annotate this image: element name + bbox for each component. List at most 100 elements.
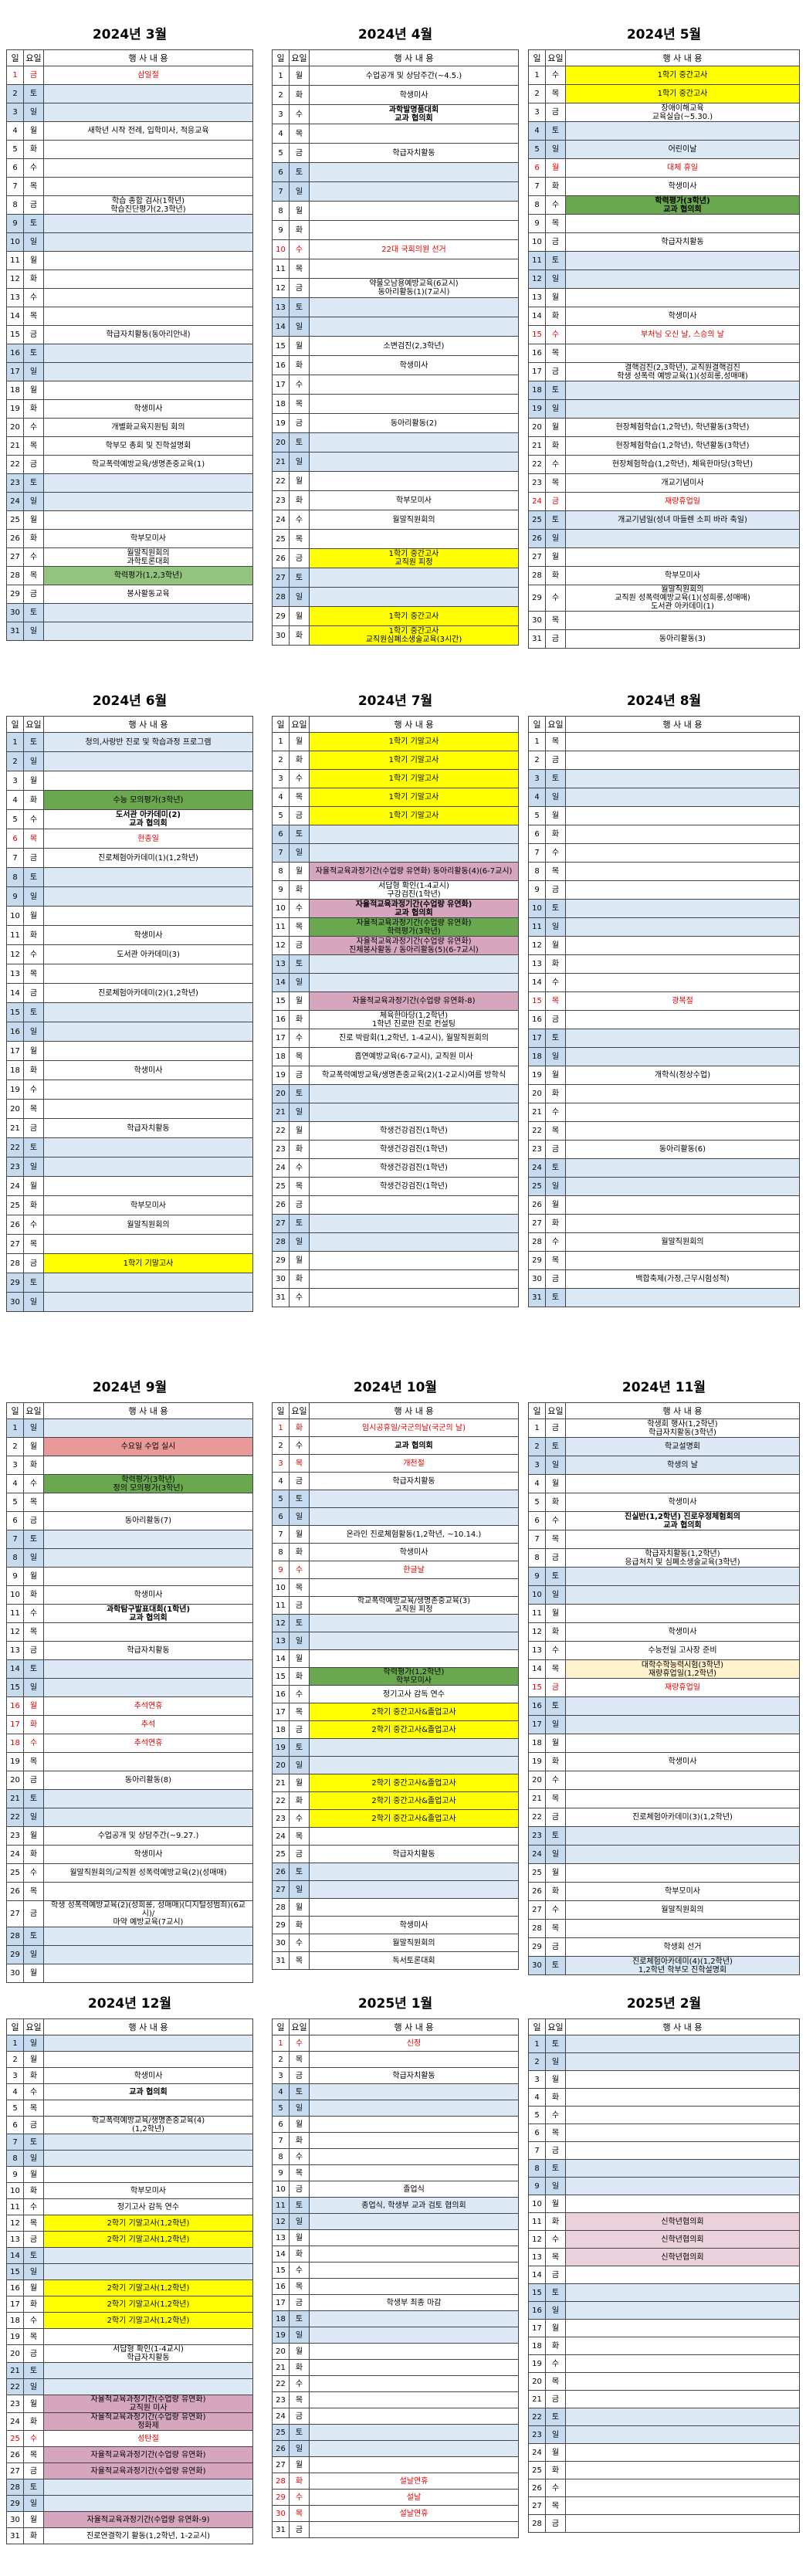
calendar-row: 27 토 <box>272 568 519 588</box>
day-number: 14 <box>6 1659 24 1679</box>
weekday: 토 <box>23 1002 44 1022</box>
weekday: 금 <box>23 848 44 868</box>
weekday: 금 <box>23 1900 44 1927</box>
weekday: 수 <box>23 2083 44 2100</box>
event-text <box>565 880 800 900</box>
event-text <box>309 432 519 452</box>
day-number: 11 <box>272 1596 290 1615</box>
event-text <box>565 2461 800 2479</box>
calendar-row: 20 목 <box>528 2372 800 2391</box>
calendar-row: 13 일 <box>272 1632 519 1650</box>
event-text <box>43 1567 253 1586</box>
calendar-row: 15 수 부처님 오신 날, 스승의 날 <box>528 325 800 344</box>
day-number: 8 <box>272 201 290 221</box>
weekday: 토 <box>289 162 310 182</box>
day-number: 18 <box>6 1734 24 1753</box>
calendar-row: 24 수 학생건강검진(1학년) <box>272 1158 519 1178</box>
event-text <box>43 1927 253 1946</box>
weekday: 목 <box>23 436 44 456</box>
weekday: 일 <box>545 140 566 159</box>
event-text <box>565 2106 800 2124</box>
day-number: 7 <box>528 843 546 863</box>
calendar-row: 27 수 월말직원회의 <box>528 1900 800 1920</box>
calendar-row: 14 목 <box>6 307 253 326</box>
weekday: 화 <box>289 490 310 510</box>
weekday: 일 <box>289 2213 310 2230</box>
weekday: 목 <box>23 566 44 585</box>
event-text <box>309 2229 519 2246</box>
day-number: 16 <box>272 2278 290 2295</box>
calendar-row: 21 월 2학기 중간고사&졸업고사 <box>272 1774 519 1792</box>
day-number: 23 <box>272 490 290 510</box>
weekday: 수 <box>23 1215 44 1235</box>
calendar-row: 18 수 추석연휴 <box>6 1734 253 1753</box>
day-number: 4 <box>528 788 546 807</box>
month-title: 2024년 10월 <box>353 1380 438 1395</box>
day-number: 30 <box>272 625 290 646</box>
event-text: 정기고사 감독 연수 <box>309 1685 519 1703</box>
day-number: 25 <box>6 1863 24 1883</box>
day-number: 3 <box>6 2067 24 2084</box>
month-title: 2024년 4월 <box>357 27 433 42</box>
day-number: 27 <box>528 1214 546 1233</box>
header-weekday: 요일 <box>545 2018 566 2035</box>
event-text: 종업식, 학생부 교과 검토 협의회 <box>309 2197 519 2214</box>
calendar-row: 11 수 정기고사 감독 연수 <box>6 2198 253 2215</box>
calendar-row: 26 일 <box>272 2440 519 2457</box>
day-number: 26 <box>528 1882 546 1901</box>
event-text: 설날 <box>309 2489 519 2506</box>
calendar-row: 22 수 현장체험학습(1,2학년), 체육한마당(3학년) <box>528 455 800 474</box>
calendar-row: 25 수 성탄절 <box>6 2430 253 2447</box>
weekday: 목 <box>23 1099 44 1119</box>
event-text: 학생미사 <box>43 1845 253 1864</box>
event-text: 1학기 기말고사 <box>43 1253 253 1273</box>
calendar-row: 1 화 임시공휴일/국군의날(국군의 날) <box>272 1418 519 1437</box>
calendar-row: 11 일 <box>528 917 800 937</box>
day-number: 26 <box>6 529 24 548</box>
weekday: 목 <box>23 1752 44 1771</box>
weekday: 월 <box>289 732 310 751</box>
event-text <box>43 622 253 641</box>
weekday: 수 <box>23 418 44 437</box>
weekday: 수 <box>23 944 44 964</box>
calendar-row: 22 일 <box>6 1808 253 1827</box>
calendar-row: 26 화 학부모미사 <box>6 529 253 548</box>
day-number: 17 <box>6 362 24 381</box>
day-number: 27 <box>528 1900 546 1920</box>
calendar-row: 26 목 <box>6 1882 253 1901</box>
calendar-row: 14 일 <box>272 317 519 337</box>
day-number: 23 <box>528 2425 546 2444</box>
month-calendar: 2024년 4월 일 요일 행 사 내 용 1 월 수업공개 및 상담주간(~4.5.) 2 화… <box>272 27 519 646</box>
event-text <box>309 843 519 863</box>
day-number: 24 <box>528 2443 546 2462</box>
weekday: 목 <box>289 1177 310 1196</box>
event-text: 수업공개 및 상담주간(~4.5.) <box>309 66 519 86</box>
calendar-row: 23 토 <box>6 473 253 493</box>
day-number: 26 <box>6 2446 24 2463</box>
calendar-row: 30 화 <box>272 1269 519 1289</box>
calendar-row: 17 월 <box>528 2319 800 2337</box>
weekday: 토 <box>23 2479 44 2496</box>
calendar-row: 27 월 <box>528 547 800 567</box>
month-calendar: 2024년 9월 일 요일 행 사 내 용 1 일 2 월 수요일 수업 실시 3 화 4 수 학력평가(… <box>6 1380 253 1983</box>
day-number: 10 <box>6 2182 24 2199</box>
day-number: 19 <box>6 399 24 419</box>
event-text: 수업공개 및 상담주간(~9.27.) <box>43 1826 253 1846</box>
calendar-row: 12 금 자율적교육과정기간(수업량 유연화) 진체봉사활동 / 동아리활동(5)(… <box>272 936 519 955</box>
event-text: 자율적교육과정기간(수업량 유연화) 교직원 미사 <box>43 2395 253 2413</box>
event-text: 도서관 아카데미(2) 교과 협의회 <box>43 809 253 829</box>
calendar-row: 11 화 학생미사 <box>6 925 253 945</box>
calendar-row: 22 토 <box>528 2408 800 2426</box>
calendar-row: 1 금 학생회 행사(1,2학년) 학급자치활동(3학년) <box>528 1418 800 1438</box>
day-number: 17 <box>528 2319 546 2337</box>
calendar-row: 29 토 <box>6 1273 253 1293</box>
weekday: 일 <box>23 103 44 122</box>
weekday: 금 <box>289 2181 310 2198</box>
calendar-row: 3 화 학생미사 <box>6 2067 253 2084</box>
calendar-row: 12 월 <box>528 936 800 955</box>
